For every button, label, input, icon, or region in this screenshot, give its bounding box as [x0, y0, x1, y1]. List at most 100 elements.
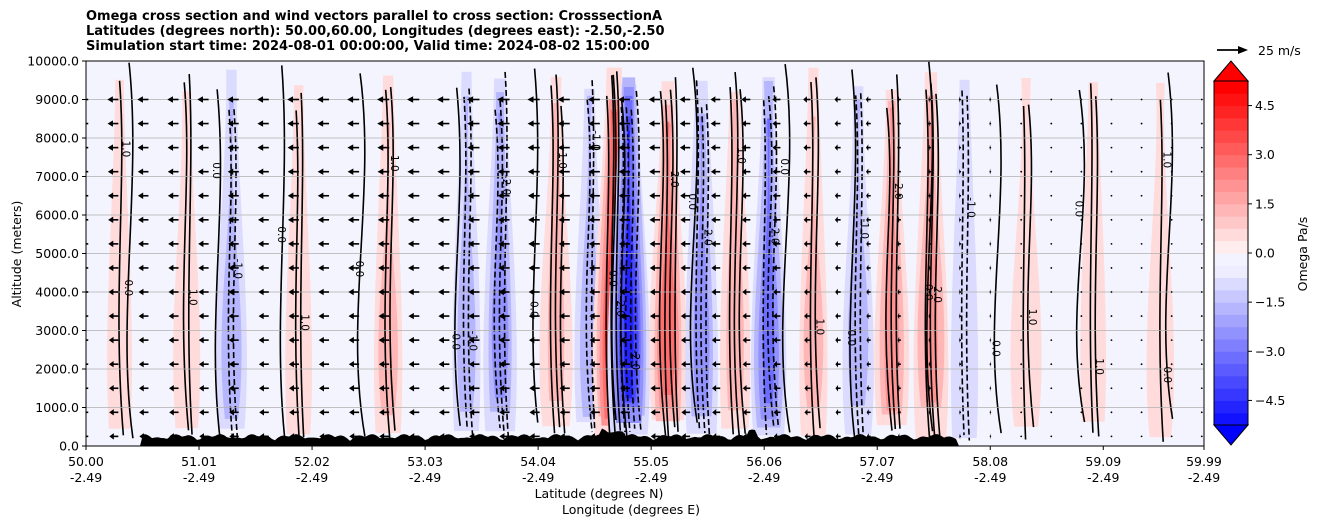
wind-vector: [228, 336, 239, 344]
wind-vector-head: [348, 360, 354, 368]
omega-contour-line: [294, 110, 300, 436]
wind-vector: [438, 385, 450, 392]
omega-contour-line: [700, 107, 706, 434]
wind-vector-head: [680, 168, 686, 175]
wind-vector: [619, 385, 630, 392]
wind-vector-head: [468, 288, 474, 296]
wind-vector: [897, 168, 901, 175]
wind-vector-head: [928, 192, 930, 199]
wind-vector: [1170, 122, 1173, 125]
wind-vector-head: [834, 192, 838, 199]
wind-vector: [834, 192, 841, 199]
y-tick-label: 9000.0: [35, 92, 79, 107]
zero-contour-line: [454, 87, 461, 426]
contour-label: 1.0: [299, 314, 311, 331]
colorbar-swatch: [1214, 203, 1248, 217]
wind-vector-head: [107, 96, 113, 103]
wind-vector-head: [928, 96, 930, 103]
omega-contour-line: [814, 77, 821, 429]
wind-vector-head: [803, 192, 808, 199]
wind-vector-head: [989, 264, 991, 272]
wind-vector-head: [317, 168, 324, 175]
wind-vector-head: [318, 288, 324, 296]
wind-vector-head: [928, 336, 930, 344]
y-tick-label: 6000.0: [35, 208, 79, 223]
wind-vector: [897, 288, 901, 296]
wind-vector: [139, 385, 149, 392]
wind-vector-head: [109, 433, 114, 440]
wind-vector: [109, 409, 119, 416]
wind-vector: [619, 360, 630, 368]
wind-vector: [772, 216, 781, 224]
wind-vector-head: [681, 409, 686, 416]
wind-vector: [468, 409, 480, 416]
wind-vector: [348, 312, 360, 320]
wind-vector: [139, 433, 149, 440]
wind-vector-head: [109, 385, 114, 392]
wind-vector: [138, 336, 149, 344]
wind-vector-head: [498, 336, 505, 344]
wind-vector: [437, 168, 450, 175]
wind-vector: [1170, 98, 1173, 101]
wind-vector: [1020, 242, 1023, 245]
wind-vector-head: [529, 433, 535, 440]
wind-vector: [989, 336, 992, 344]
wind-vector: [589, 385, 600, 392]
wind-vector-head: [229, 385, 234, 392]
wind-vector-head: [650, 433, 656, 440]
wind-vector: [467, 144, 480, 151]
omega-contour-line: [590, 80, 596, 430]
wind-vector: [803, 192, 811, 199]
wind-vector: [958, 96, 961, 103]
wind-vector-head: [989, 216, 991, 224]
wind-vector: [1140, 435, 1143, 438]
wind-vector-head: [928, 168, 930, 175]
wind-vector: [378, 360, 390, 368]
wind-vector: [198, 312, 209, 320]
wind-vector: [1200, 218, 1203, 221]
wind-vector: [619, 312, 630, 320]
wind-vector-head: [928, 264, 930, 272]
wind-vector-head: [438, 360, 445, 368]
zero-contour-line: [126, 62, 134, 439]
wind-vector-head: [378, 360, 384, 368]
wind-vector-head: [710, 120, 716, 127]
wind-vector-head: [803, 264, 808, 272]
wind-vector-head: [347, 216, 354, 224]
wind-vector: [349, 433, 360, 440]
wind-vector-head: [167, 168, 174, 175]
wind-vector: [865, 144, 871, 151]
wind-vector: [1200, 267, 1203, 269]
wind-vector-head: [406, 96, 414, 103]
wind-vector: [1050, 387, 1053, 390]
wind-vector-head: [558, 192, 565, 199]
wind-vector: [348, 240, 360, 248]
wind-vector-head: [349, 409, 355, 416]
wind-vector: [711, 360, 721, 368]
wind-vector: [1050, 98, 1053, 101]
wind-vector-head: [835, 312, 838, 320]
wind-vector: [1140, 194, 1143, 197]
wind-vector: [138, 264, 149, 272]
zero-contour-line: [279, 65, 286, 437]
wind-vector: [257, 144, 269, 151]
wind-vector: [959, 264, 961, 272]
wind-vector-head: [618, 144, 625, 151]
wind-vector: [989, 264, 992, 272]
wind-vector-head: [438, 336, 444, 344]
wind-vector: [928, 96, 931, 103]
wind-vector: [407, 192, 420, 199]
omega-contour-line: [960, 90, 965, 436]
wind-vector-head: [773, 360, 777, 368]
wind-vector-head: [528, 240, 534, 248]
wind-vector: [498, 336, 510, 344]
wind-vector: [590, 433, 600, 440]
wind-vector: [989, 433, 992, 440]
wind-vector-head: [866, 240, 869, 248]
title-line-1: Omega cross section and wind vectors par…: [86, 9, 663, 24]
wind-vector: [1170, 242, 1173, 245]
wind-vector: [86, 98, 89, 101]
wind-vector-head: [804, 360, 808, 368]
wind-vector: [317, 192, 330, 199]
wind-vector-head: [288, 312, 294, 320]
